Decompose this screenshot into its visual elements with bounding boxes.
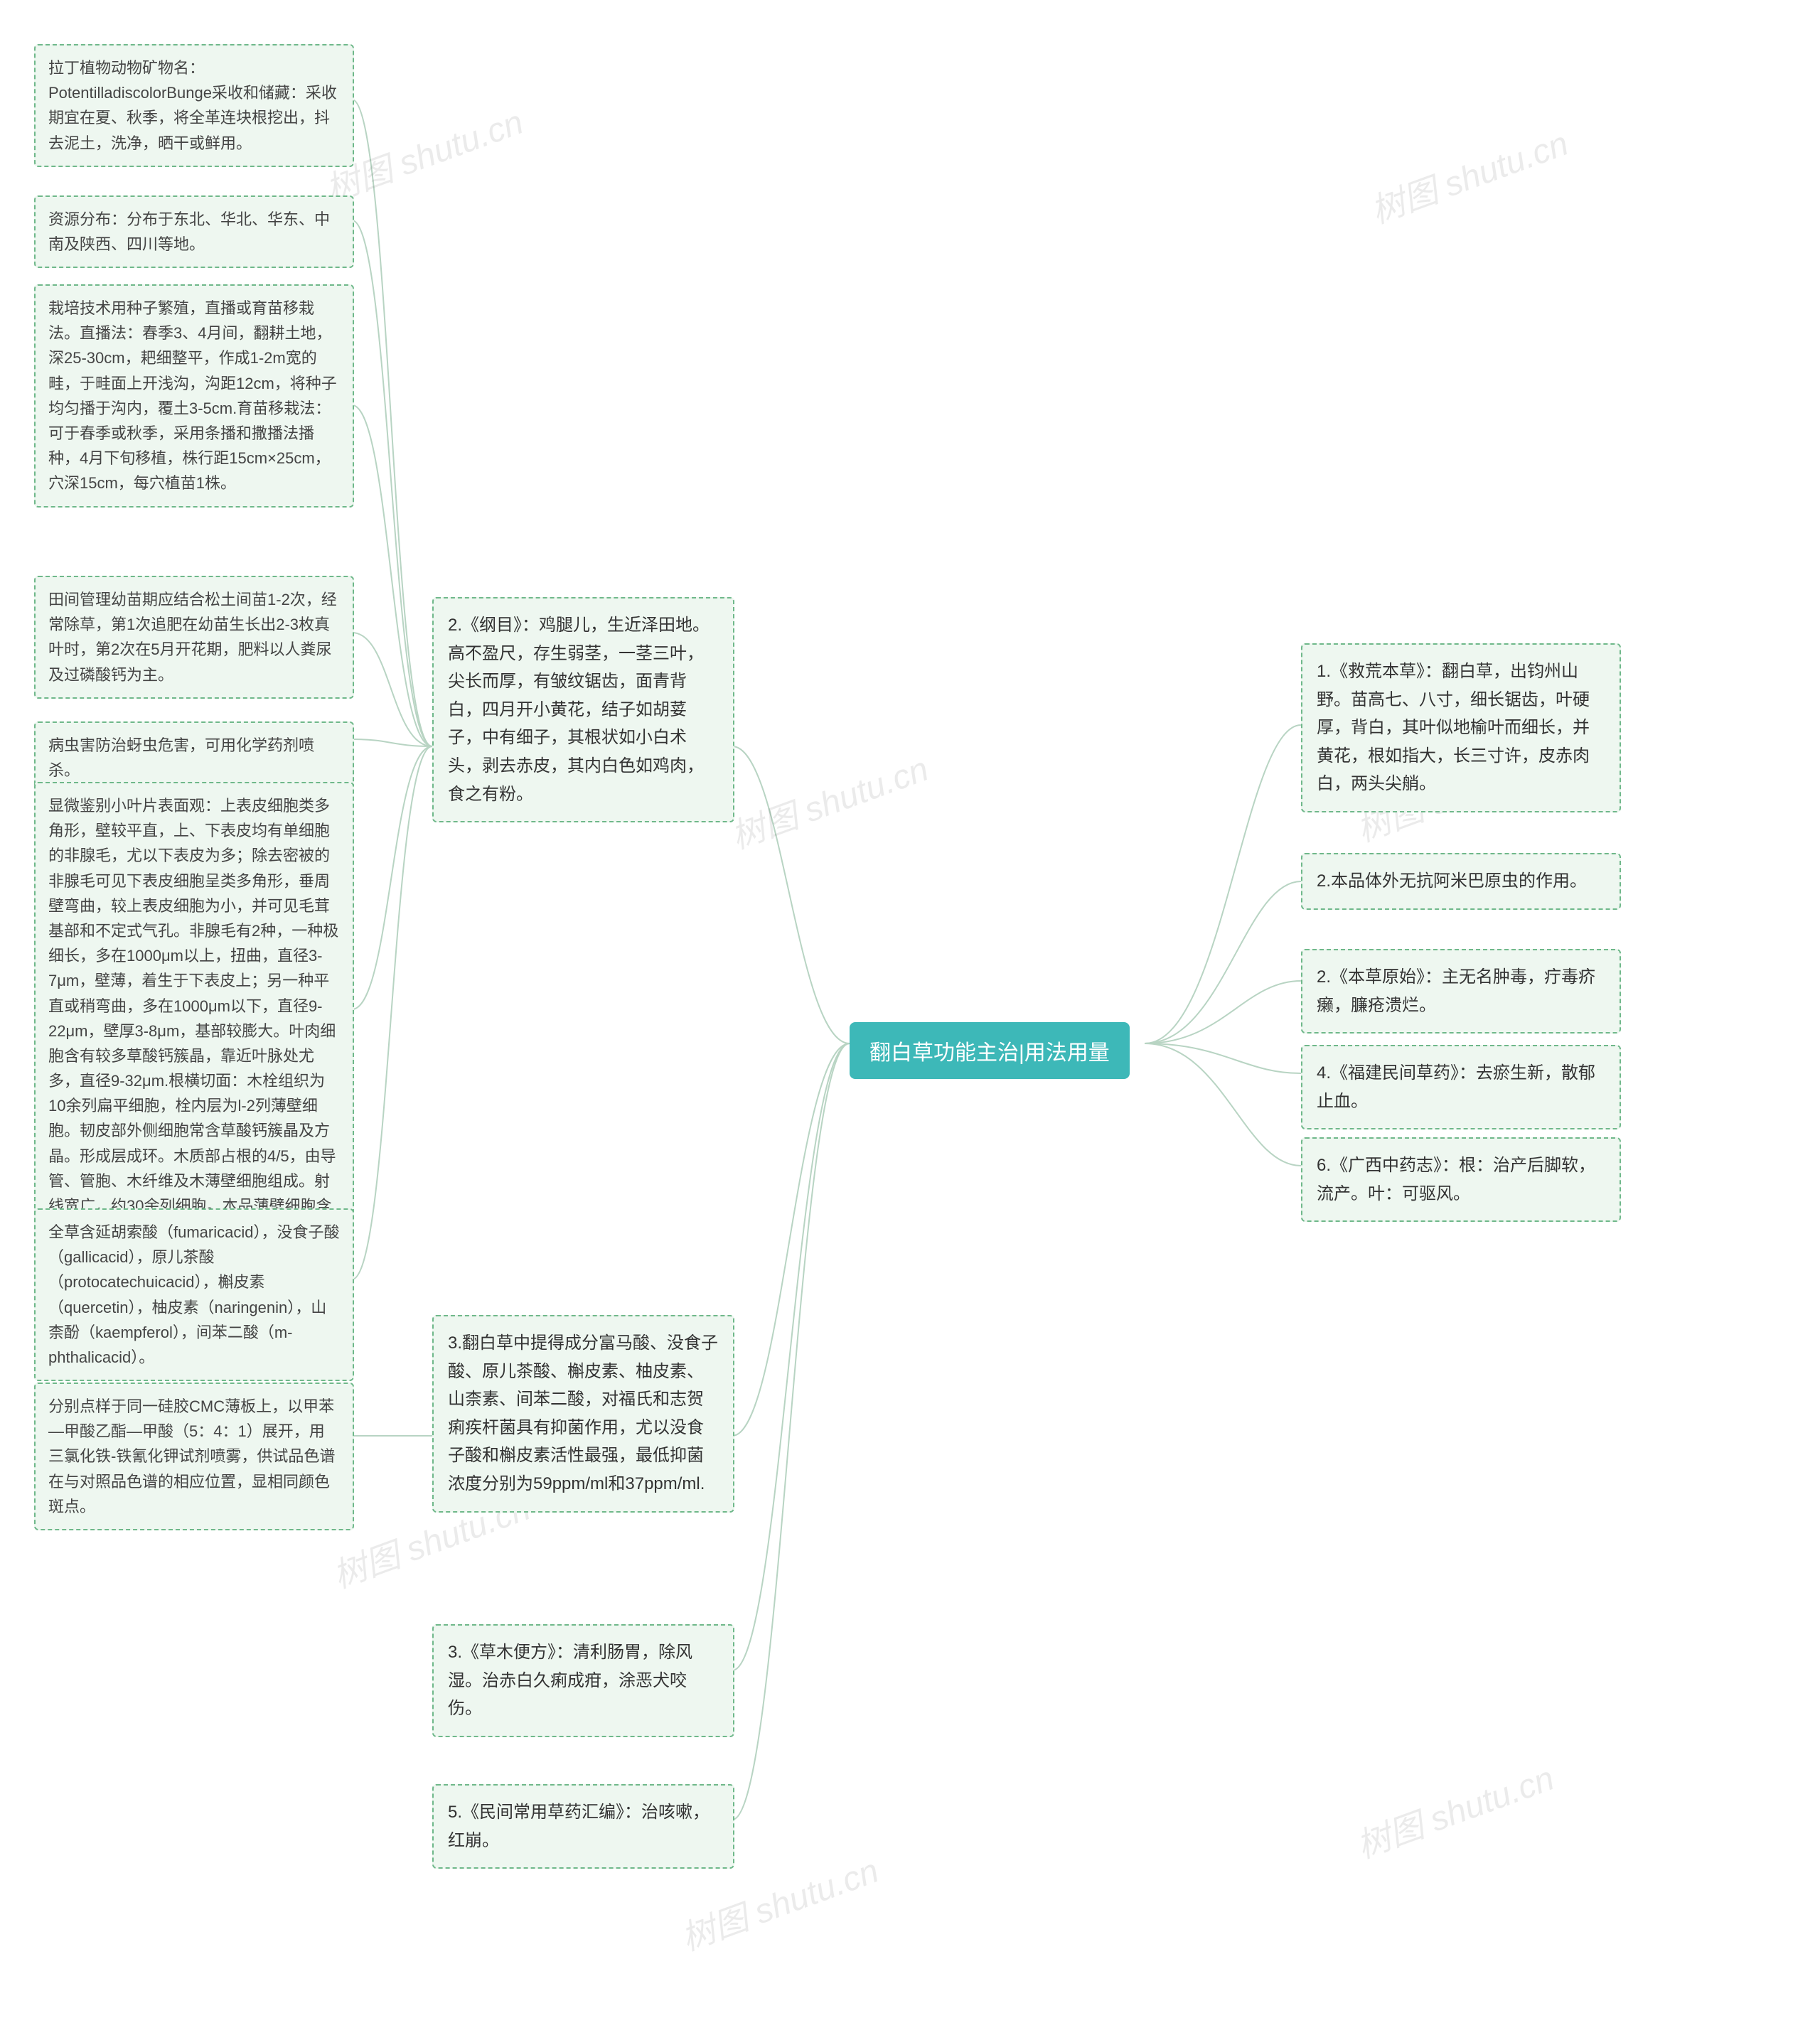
left-leaf-node[interactable]: 栽培技术用种子繁殖，直播或育苗移栽法。直播法：春季3、4月间，翻耕土地，深25-… [34,284,354,508]
left-branch-text: 5.《民间常用草药汇编》：治咳嗽，红崩。 [448,1803,710,1850]
left-leaf-node[interactable]: 全草含延胡索酸（fumaricacid），没食子酸（gallicacid），原儿… [34,1208,354,1381]
left-leaf-text: 病虫害防治蚜虫危害，可用化学药剂喷杀。 [48,736,314,779]
right-node[interactable]: 1.《救荒本草》：翻白草，出钧州山野。苗高七、八寸，细长锯齿，叶硬厚，背白，其叶… [1301,643,1621,812]
left-leaf-text: 栽培技术用种子繁殖，直播或育苗移栽法。直播法：春季3、4月间，翻耕土地，深25-… [48,299,337,492]
left-branch-text: 3.翻白草中提得成分富马酸、没食子酸、原儿茶酸、槲皮素、柚皮素、山柰素、间苯二酸… [448,1333,718,1493]
left-branch-node[interactable]: 3.《草木便方》：清利肠胃，除风湿。治赤白久痢成疳，涂恶犬咬伤。 [432,1624,734,1737]
left-branch-node[interactable]: 2.《纲目》：鸡腿儿，生近泽田地。高不盈尺，存生弱茎，一茎三叶，尖长而厚，有皱纹… [432,597,734,822]
left-leaf-text: 分别点样于同一硅胶CMC薄板上，以甲苯—甲酸乙酯—甲酸（5：4：1）展开，用三氯… [48,1397,335,1515]
right-node-text: 6.《广西中药志》：根：治产后脚软，流产。叶：可驱风。 [1317,1156,1595,1203]
watermark: 树图 shutu.cn [1349,1750,1560,1867]
left-leaf-text: 田间管理幼苗期应结合松土间苗1-2次，经常除草，第1次追肥在幼苗生长出2-3枚真… [48,591,337,684]
left-leaf-text: 拉丁植物动物矿物名：PotentilladiscolorBunge采收和储藏：采… [48,59,337,152]
left-branch-node[interactable]: 5.《民间常用草药汇编》：治咳嗽，红崩。 [432,1784,734,1869]
right-node-text: 2.本品体外无抗阿米巴原虫的作用。 [1317,871,1587,891]
left-branch-text: 3.《草木便方》：清利肠胃，除风湿。治赤白久痢成疳，涂恶犬咬伤。 [448,1643,692,1718]
left-leaf-text: 全草含延胡索酸（fumaricacid），没食子酸（gallicacid），原儿… [48,1223,339,1366]
right-node[interactable]: 2.本品体外无抗阿米巴原虫的作用。 [1301,853,1621,910]
central-topic[interactable]: 翻白草功能主治|用法用量 [850,1022,1130,1079]
central-topic-label: 翻白草功能主治|用法用量 [869,1041,1110,1065]
left-leaf-node[interactable]: 显微鉴别小叶片表面观：上表皮细胞类多角形，壁较平直，上、下表皮均有单细胞的非腺毛… [34,782,354,1255]
right-node[interactable]: 6.《广西中药志》：根：治产后脚软，流产。叶：可驱风。 [1301,1137,1621,1222]
left-leaf-node[interactable]: 资源分布：分布于东北、华北、华东、中南及陕西、四川等地。 [34,195,354,268]
right-node[interactable]: 4.《福建民间草药》：去瘀生新，散郁止血。 [1301,1045,1621,1129]
left-branch-text: 2.《纲目》：鸡腿儿，生近泽田地。高不盈尺，存生弱茎，一茎三叶，尖长而厚，有皱纹… [448,616,710,804]
left-leaf-node[interactable]: 拉丁植物动物矿物名：PotentilladiscolorBunge采收和储藏：采… [34,44,354,167]
right-node-text: 4.《福建民间草药》：去瘀生新，散郁止血。 [1317,1063,1595,1111]
left-leaf-text: 显微鉴别小叶片表面观：上表皮细胞类多角形，壁较平直，上、下表皮均有单细胞的非腺毛… [48,797,338,1240]
left-leaf-node[interactable]: 分别点样于同一硅胶CMC薄板上，以甲苯—甲酸乙酯—甲酸（5：4：1）展开，用三氯… [34,1383,354,1530]
watermark: 树图 shutu.cn [1363,115,1574,232]
left-branch-node[interactable]: 3.翻白草中提得成分富马酸、没食子酸、原儿茶酸、槲皮素、柚皮素、山柰素、间苯二酸… [432,1315,734,1513]
right-node[interactable]: 2.《本草原始》：主无名肿毒，疔毒疥癞，臁疮溃烂。 [1301,949,1621,1034]
watermark: 树图 shutu.cn [723,741,934,858]
right-node-text: 2.《本草原始》：主无名肿毒，疔毒疥癞，臁疮溃烂。 [1317,967,1595,1015]
left-leaf-text: 资源分布：分布于东北、华北、华东、中南及陕西、四川等地。 [48,210,330,253]
right-node-text: 1.《救荒本草》：翻白草，出钧州山野。苗高七、八寸，细长锯齿，叶硬厚，背白，其叶… [1317,662,1590,793]
left-leaf-node[interactable]: 田间管理幼苗期应结合松土间苗1-2次，经常除草，第1次追肥在幼苗生长出2-3枚真… [34,576,354,699]
